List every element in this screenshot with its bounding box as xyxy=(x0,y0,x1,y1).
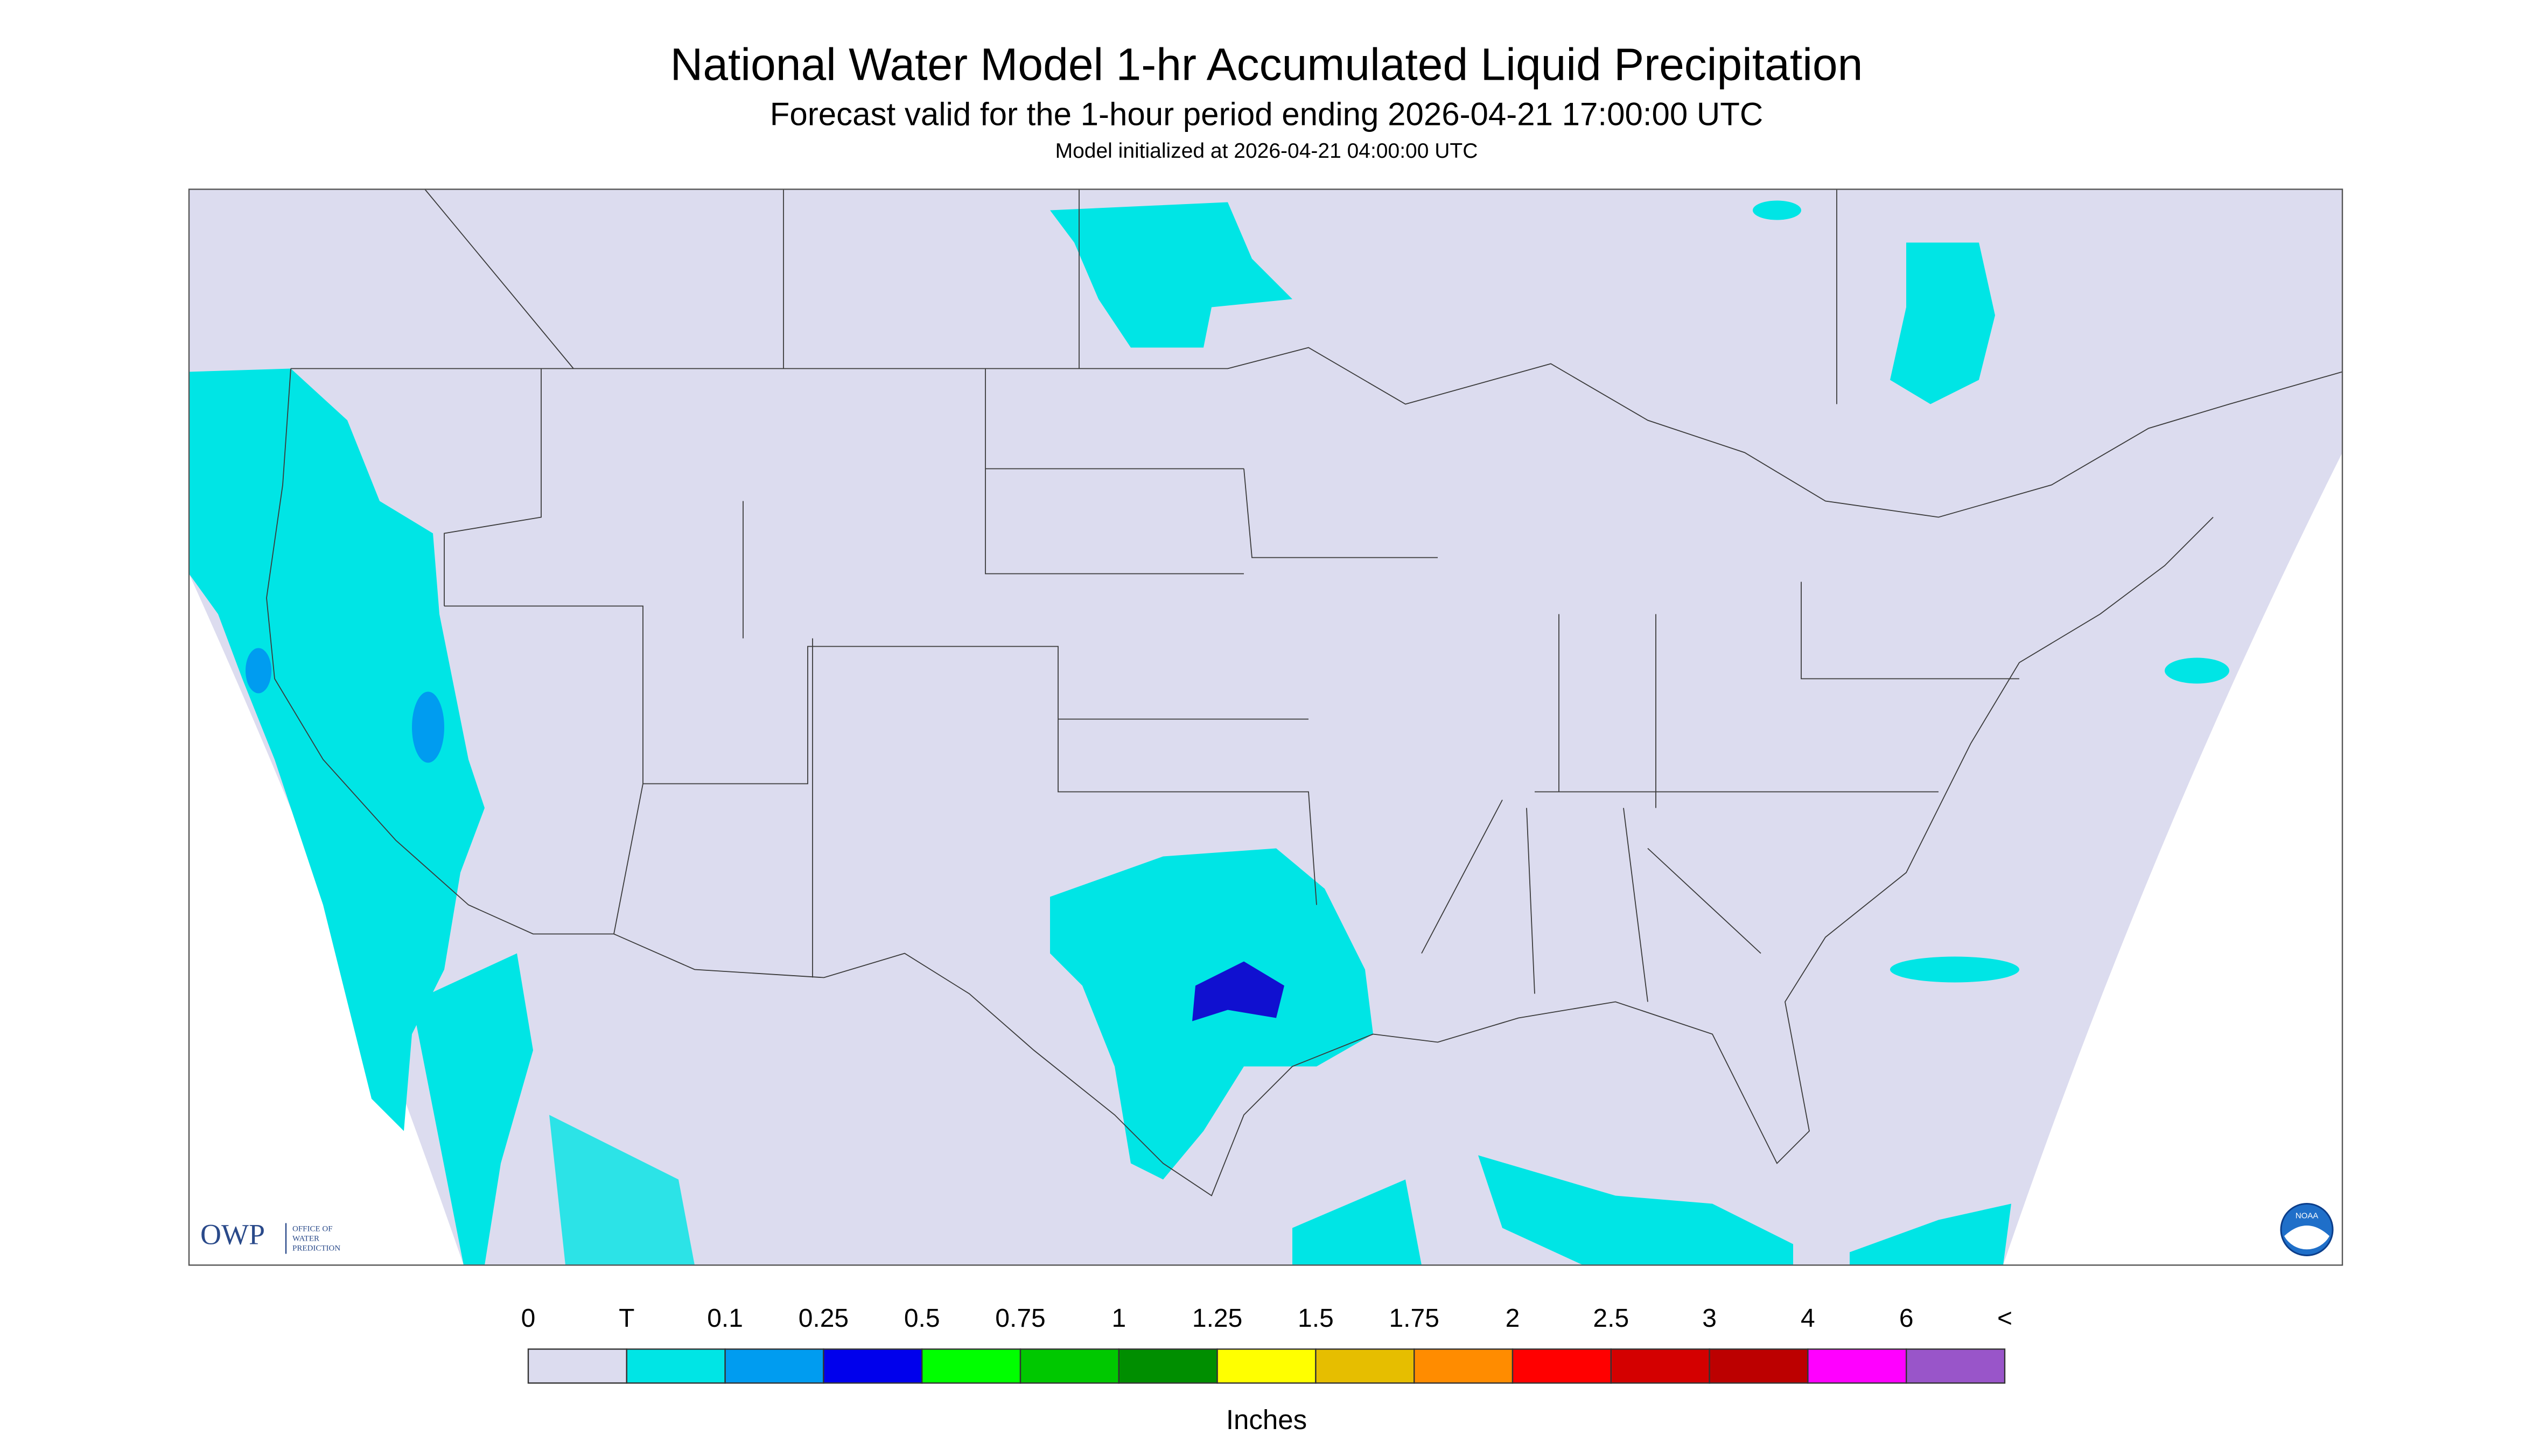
precip-pacific xyxy=(412,953,533,1265)
legend-label: 0 xyxy=(521,1304,536,1333)
legend-label: 4 xyxy=(1801,1304,1815,1333)
legend-label: 1.25 xyxy=(1192,1304,1242,1333)
legend-label: 2 xyxy=(1506,1304,1520,1333)
legend-swatch xyxy=(1118,1348,1218,1384)
boundaries xyxy=(266,188,2343,1196)
owp-name: OFFICE OF xyxy=(292,1225,333,1234)
map-frame xyxy=(188,188,2343,1266)
legend-label: T xyxy=(619,1304,634,1333)
legend-label: < xyxy=(1997,1304,2012,1333)
legend: 0 T 0.1 0.25 0.5 0.75 1 1.25 1.5 1.75 2 2.5 3 4 6 < xyxy=(521,1304,2012,1384)
legend-swatch xyxy=(1709,1348,1809,1384)
precip-atlantic xyxy=(1890,956,2019,983)
us-outline xyxy=(266,368,2214,1196)
legend-swatch xyxy=(1807,1348,1907,1384)
precip-caribbean xyxy=(1850,1203,2011,1265)
precip-coast-core xyxy=(246,648,271,694)
state-lines xyxy=(424,188,2019,1002)
map: OWP OFFICE OF WATER PREDICTION NOAA xyxy=(188,188,2343,1266)
legend-units: Inches xyxy=(1226,1404,1307,1435)
legend-swatch xyxy=(1512,1348,1612,1384)
legend-swatch xyxy=(1905,1348,2006,1384)
owp-logo: OWP xyxy=(200,1219,265,1251)
precip-gulf xyxy=(1292,1179,1422,1265)
init-time: Model initialized at 2026-04-21 04:00:00… xyxy=(1055,139,1478,163)
noaa-logo-wave xyxy=(2284,1226,2329,1250)
legend-label: 0.25 xyxy=(799,1304,849,1333)
title: National Water Model 1-hr Accumulated Li… xyxy=(670,39,1863,90)
noaa-text: NOAA xyxy=(2296,1212,2319,1221)
legend-swatch xyxy=(1414,1348,1514,1384)
precip-canada-prairie xyxy=(1050,202,1292,348)
owp-name: PREDICTION xyxy=(292,1244,340,1253)
precip-atlantic-north xyxy=(2165,657,2229,684)
legend-swatch xyxy=(1019,1348,1120,1384)
legend-label: 1.5 xyxy=(1298,1304,1334,1333)
owp-name: WATER xyxy=(292,1235,319,1243)
precip-ontario xyxy=(1753,200,1801,220)
subtitle: Forecast valid for the 1-hour period end… xyxy=(770,96,1763,132)
legend-label: 1 xyxy=(1111,1304,1126,1333)
legend-swatch xyxy=(1315,1348,1415,1384)
legend-swatch xyxy=(527,1348,628,1384)
precipitation xyxy=(189,200,2229,1265)
precip-gulf-east xyxy=(1478,1155,1793,1265)
legend-swatch xyxy=(823,1348,923,1384)
legend-swatch xyxy=(724,1348,824,1384)
legend-label: 1.75 xyxy=(1389,1304,1439,1333)
legend-label: 0.5 xyxy=(904,1304,940,1333)
legend-swatch xyxy=(1610,1348,1710,1384)
legend-swatch xyxy=(626,1348,726,1384)
us-canada-border xyxy=(291,347,2343,518)
legend-label: 6 xyxy=(1899,1304,1914,1333)
precip-sierra xyxy=(412,691,444,763)
model-domain xyxy=(189,189,2342,1265)
precip-texas-core xyxy=(1192,961,1284,1021)
legend-label: 0.75 xyxy=(995,1304,1045,1333)
legend-label: 2.5 xyxy=(1593,1304,1629,1333)
legend-label: 0.1 xyxy=(707,1304,743,1333)
legend-swatch xyxy=(921,1348,1021,1384)
precip-west-coast xyxy=(189,368,485,1131)
legend-swatch xyxy=(1216,1348,1317,1384)
legend-label: 3 xyxy=(1702,1304,1717,1333)
precip-quebec xyxy=(1890,242,1995,404)
precip-baja xyxy=(549,1115,695,1265)
